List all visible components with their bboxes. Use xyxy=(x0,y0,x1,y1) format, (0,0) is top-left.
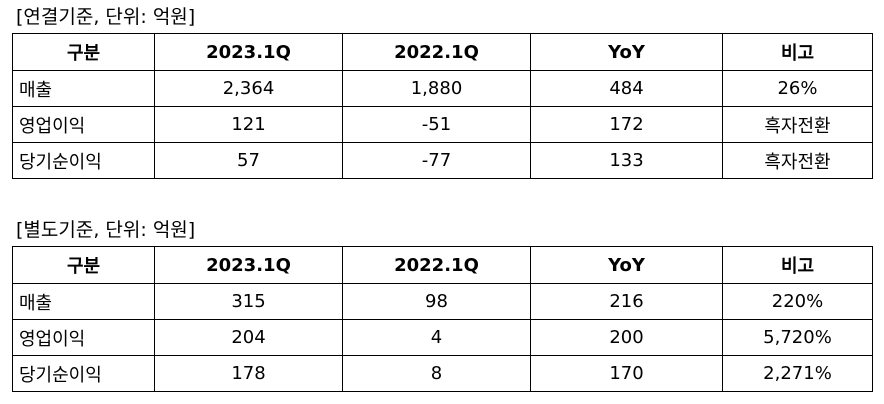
table-row: 영업이익 204 4 200 5,720% xyxy=(12,319,873,356)
cell-note: 2,271% xyxy=(722,355,873,392)
table-caption-consolidated: [연결기준, 단위: 억원] xyxy=(16,6,196,28)
table-caption-separate: [별도기준, 단위: 억원] xyxy=(16,219,196,241)
cell-note: 흑자전환 xyxy=(722,142,873,179)
cell-2022-1q: -77 xyxy=(342,142,531,179)
cell-2023-1q: 178 xyxy=(154,355,343,392)
row-label: 매출 xyxy=(12,70,155,107)
cell-2022-1q: 1,880 xyxy=(342,70,531,107)
table-row: 매출 2,364 1,880 484 26% xyxy=(12,70,873,107)
consolidated-earnings-table: 구분 2023.1Q 2022.1Q YoY 비고 매출 2,364 1,880… xyxy=(12,33,873,179)
cell-yoy: 133 xyxy=(530,142,723,179)
cell-2023-1q: 315 xyxy=(154,283,343,320)
table-row: 당기순이익 57 -77 133 흑자전환 xyxy=(12,142,873,179)
row-label: 매출 xyxy=(12,283,155,320)
header-note: 비고 xyxy=(722,33,873,71)
cell-2022-1q: 4 xyxy=(342,319,531,356)
cell-2022-1q: 98 xyxy=(342,283,531,320)
header-2023-1q: 2023.1Q xyxy=(154,33,343,71)
cell-yoy: 484 xyxy=(530,70,723,107)
header-yoy: YoY xyxy=(530,246,723,284)
cell-yoy: 216 xyxy=(530,283,723,320)
cell-2022-1q: -51 xyxy=(342,106,531,143)
cell-note: 흑자전환 xyxy=(722,106,873,143)
row-label: 당기순이익 xyxy=(12,355,155,392)
row-label: 당기순이익 xyxy=(12,142,155,179)
cell-note: 26% xyxy=(722,70,873,107)
header-category: 구분 xyxy=(12,246,155,284)
table-header-row: 구분 2023.1Q 2022.1Q YoY 비고 xyxy=(12,246,873,284)
table-row: 당기순이익 178 8 170 2,271% xyxy=(12,355,873,392)
table-row: 매출 315 98 216 220% xyxy=(12,283,873,320)
separate-earnings-table: 구분 2023.1Q 2022.1Q YoY 비고 매출 315 98 216 … xyxy=(12,246,873,392)
cell-2023-1q: 204 xyxy=(154,319,343,356)
header-yoy: YoY xyxy=(530,33,723,71)
cell-2023-1q: 121 xyxy=(154,106,343,143)
header-2022-1q: 2022.1Q xyxy=(342,33,531,71)
table-row: 영업이익 121 -51 172 흑자전환 xyxy=(12,106,873,143)
cell-yoy: 200 xyxy=(530,319,723,356)
cell-note: 220% xyxy=(722,283,873,320)
cell-note: 5,720% xyxy=(722,319,873,356)
row-label: 영업이익 xyxy=(12,319,155,356)
cell-2023-1q: 57 xyxy=(154,142,343,179)
header-2023-1q: 2023.1Q xyxy=(154,246,343,284)
cell-2022-1q: 8 xyxy=(342,355,531,392)
table-header-row: 구분 2023.1Q 2022.1Q YoY 비고 xyxy=(12,33,873,71)
cell-yoy: 170 xyxy=(530,355,723,392)
header-category: 구분 xyxy=(12,33,155,71)
cell-yoy: 172 xyxy=(530,106,723,143)
header-2022-1q: 2022.1Q xyxy=(342,246,531,284)
header-note: 비고 xyxy=(722,246,873,284)
row-label: 영업이익 xyxy=(12,106,155,143)
cell-2023-1q: 2,364 xyxy=(154,70,343,107)
